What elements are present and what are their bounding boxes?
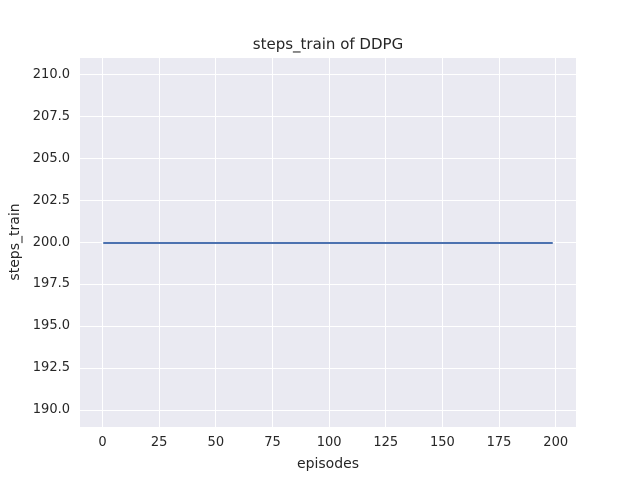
y-tick-label: 200.0 bbox=[32, 234, 70, 250]
plot-area bbox=[80, 58, 576, 427]
x-tick-label: 25 bbox=[150, 435, 168, 450]
gridline-horizontal bbox=[80, 116, 576, 118]
x-tick-label: 125 bbox=[373, 435, 399, 450]
y-tick-label: 207.5 bbox=[32, 108, 70, 124]
y-tick-label: 197.5 bbox=[32, 276, 70, 292]
y-axis-label: steps_train bbox=[7, 203, 23, 281]
x-tick-label: 175 bbox=[486, 435, 512, 450]
y-tick-label: 195.0 bbox=[32, 318, 70, 334]
x-tick-label: 150 bbox=[430, 435, 455, 450]
gridline-horizontal bbox=[80, 74, 576, 76]
x-tick-label: 100 bbox=[316, 435, 342, 450]
x-tick-label: 50 bbox=[207, 435, 225, 450]
gridline-horizontal bbox=[80, 367, 576, 369]
y-tick-label: 190.0 bbox=[32, 402, 70, 418]
gridline-horizontal bbox=[80, 325, 576, 327]
chart-title: steps_train of DDPG bbox=[252, 35, 404, 53]
x-tick-label: 75 bbox=[264, 435, 281, 450]
gridline-horizontal bbox=[80, 200, 576, 202]
gridline-horizontal bbox=[80, 283, 576, 285]
x-axis-label: episodes bbox=[296, 456, 360, 472]
x-tick-label: 0 bbox=[98, 435, 107, 450]
gridline-horizontal bbox=[80, 158, 576, 160]
gridline-vertical bbox=[555, 58, 557, 427]
y-tick-label: 205.0 bbox=[32, 150, 70, 166]
gridline-horizontal bbox=[80, 409, 576, 411]
y-tick-label: 192.5 bbox=[32, 360, 70, 376]
y-tick-label: 210.0 bbox=[32, 66, 70, 82]
x-tick-label: 200 bbox=[543, 435, 569, 450]
series-line-steps_train bbox=[102, 241, 554, 244]
y-tick-label: 202.5 bbox=[32, 192, 70, 208]
